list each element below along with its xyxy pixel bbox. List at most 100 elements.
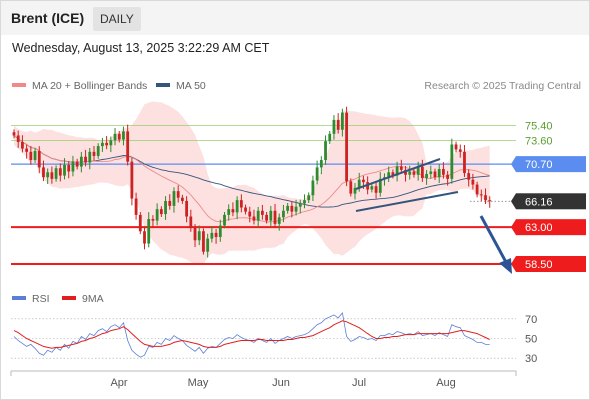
rsi-label: RSI: [32, 293, 50, 305]
level-label-73-60: 73.60: [525, 135, 553, 147]
candle-body: [467, 173, 471, 180]
candle-body: [113, 133, 117, 141]
legend-ma20: MA 20 + Bollinger Bands: [12, 80, 147, 92]
candle-body: [399, 166, 403, 170]
level-tag-66-16: [516, 193, 586, 210]
candle-body: [235, 200, 239, 213]
candle-body: [433, 171, 437, 178]
candle-body: [159, 209, 163, 215]
ma20-swatch: [12, 83, 26, 88]
candle-body: [260, 210, 264, 215]
level-label-66-16: 66.16: [525, 196, 553, 208]
candle-body: [450, 144, 454, 179]
level-label-58-50: 58.50: [525, 259, 553, 271]
candle-body: [67, 164, 71, 172]
candle-body: [147, 218, 151, 244]
candle-body: [206, 238, 210, 252]
bollinger-band: [14, 101, 490, 266]
candle-body: [286, 205, 290, 211]
candle-body: [256, 210, 260, 221]
candle-body: [475, 184, 479, 195]
ma9-swatch: [62, 296, 76, 301]
candle-body: [239, 200, 243, 208]
candle-body: [223, 214, 226, 226]
candle-body: [412, 171, 416, 175]
candle-body: [252, 216, 256, 221]
chart-header: Brent (ICE) DAILY: [1, 1, 589, 35]
candle-body: [214, 232, 218, 237]
timestamp: Wednesday, August 13, 2025 3:22:29 AM CE…: [12, 41, 270, 55]
level-tag-63-00: [516, 219, 586, 236]
candle-body: [197, 231, 201, 241]
candle-body: [298, 203, 302, 207]
candle-body: [58, 168, 62, 176]
candle-body: [265, 214, 268, 221]
candle-body: [101, 142, 104, 147]
candle-body: [408, 171, 412, 175]
candle-body: [105, 142, 109, 146]
candle-body: [172, 191, 176, 206]
level-tag-arrow-66-16: [511, 193, 516, 210]
legend-rsi: RSI: [12, 293, 50, 305]
instrument-title: Brent (ICE): [11, 10, 85, 26]
candle-body: [46, 172, 50, 178]
candle-body: [416, 166, 420, 175]
candle-body: [484, 195, 487, 201]
level-label-70-70: 70.70: [525, 159, 553, 171]
level-tag-arrow-63-00: [511, 219, 516, 236]
candle-body: [277, 217, 281, 224]
candle-body: [248, 211, 252, 217]
candle-body: [126, 131, 130, 162]
candle-body: [12, 132, 16, 136]
candle-body: [88, 151, 92, 163]
candle-body: [134, 198, 138, 215]
candle-body: [488, 200, 492, 202]
rsi-axis-label-50: 50: [525, 334, 537, 346]
candle-body: [307, 195, 311, 201]
candle-body: [357, 179, 361, 188]
candle-body: [353, 187, 357, 194]
candle-body: [336, 119, 340, 130]
candle-body: [75, 161, 79, 167]
candle-body: [319, 160, 323, 168]
candle-body: [437, 169, 441, 178]
candle-body: [442, 169, 445, 175]
candle-body: [79, 156, 83, 167]
candle-body: [374, 186, 378, 193]
x-axis-label-aug: Aug: [436, 377, 456, 389]
candle-body: [231, 209, 235, 213]
candle-body: [181, 197, 184, 201]
candle-body: [138, 214, 142, 232]
candle-body: [227, 209, 231, 215]
candle-body: [168, 200, 172, 206]
candle-body: [185, 200, 189, 217]
candle-body: [290, 205, 294, 212]
candle-body: [349, 181, 353, 194]
legend-ma50: MA 50: [156, 80, 206, 92]
candle-body: [387, 172, 391, 178]
candles-group: [12, 106, 492, 258]
period-button[interactable]: DAILY: [93, 7, 141, 31]
candle-body: [370, 186, 374, 190]
ma20-label: MA 20 + Bollinger Bands: [32, 80, 148, 92]
candle-body: [117, 133, 121, 140]
candle-body: [96, 146, 100, 156]
candle-body: [176, 191, 180, 198]
candle-body: [84, 156, 87, 163]
ma50-label: MA 50: [176, 80, 206, 92]
candle-body: [391, 172, 395, 176]
candle-body: [71, 161, 75, 172]
candle-body: [315, 167, 319, 181]
candle-body: [54, 168, 58, 179]
candle-body: [25, 148, 29, 152]
x-axis-label-jun: Jun: [272, 377, 290, 389]
candle-body: [143, 231, 146, 244]
candle-body: [294, 206, 298, 212]
candle-body: [273, 210, 277, 224]
candle-body: [303, 200, 306, 204]
candle-body: [193, 227, 197, 241]
candle-body: [378, 178, 382, 193]
candle-body: [429, 171, 433, 174]
candle-body: [189, 216, 193, 228]
candle-body: [151, 218, 155, 221]
